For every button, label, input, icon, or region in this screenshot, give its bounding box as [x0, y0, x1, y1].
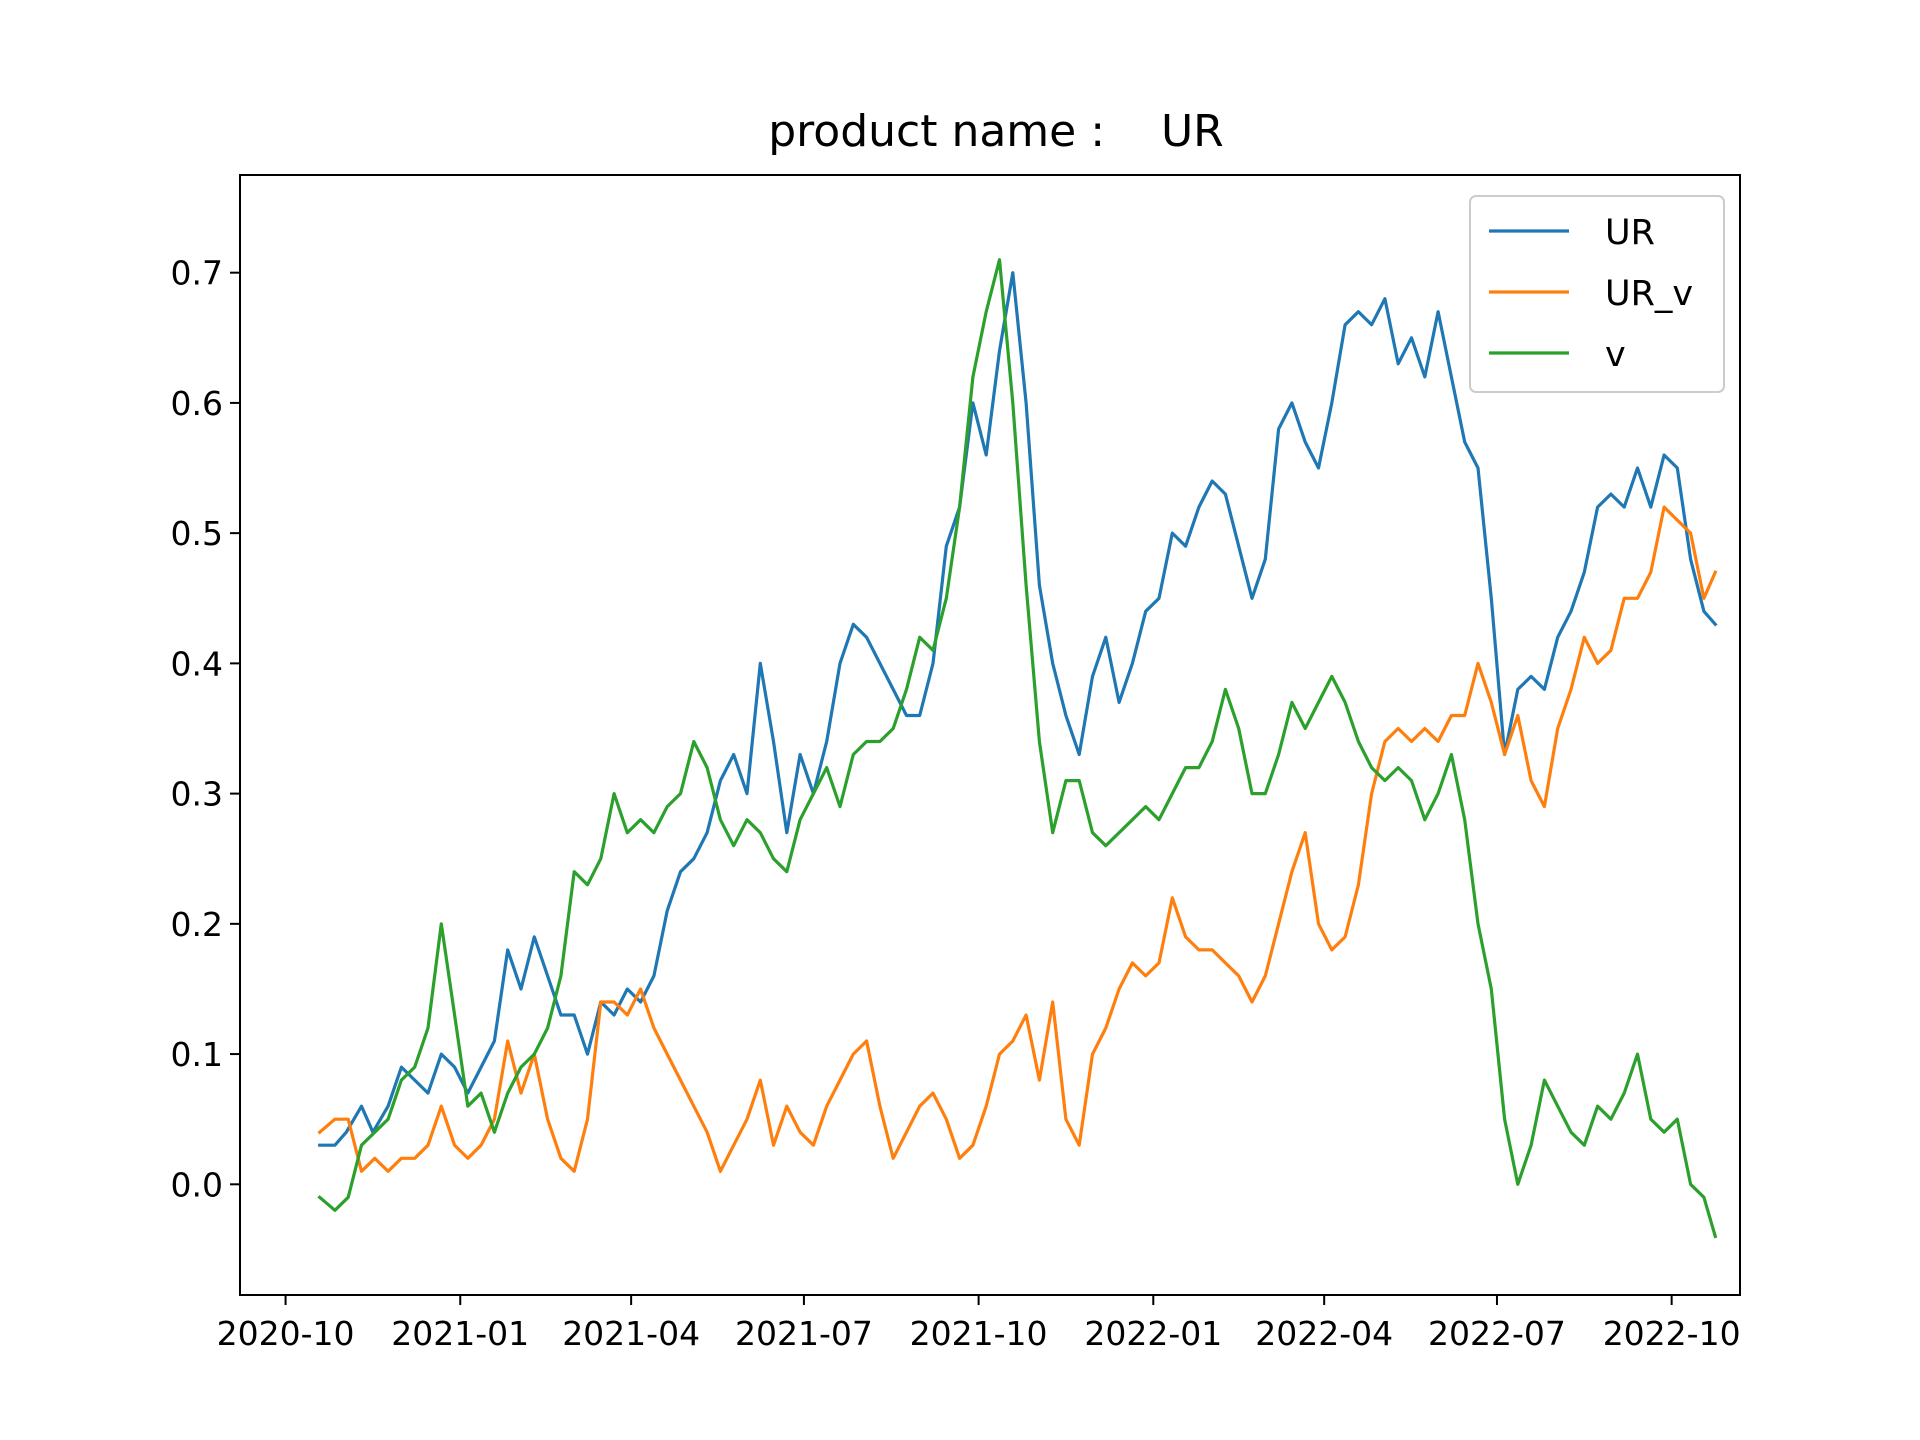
y-tick-label: 0.2: [171, 905, 223, 944]
x-tick-label: 2021-10: [910, 1314, 1048, 1353]
x-tick-label: 2022-01: [1084, 1314, 1222, 1353]
y-tick-label: 0.1: [171, 1035, 223, 1074]
series-line-v: [317, 258, 1718, 1239]
series-line-ur: [318, 271, 1718, 1147]
y-tick-label: 0.3: [171, 775, 223, 814]
y-tick-label: 0.7: [171, 254, 223, 293]
x-tick-label: 2021-01: [391, 1314, 529, 1353]
x-tick-label: 2022-04: [1255, 1314, 1393, 1353]
x-axis: 2020-10 2021-01 2021-04 2021-07 2021-10 2022-…: [217, 1295, 1741, 1353]
legend-box: [1469, 195, 1725, 393]
x-tick-label: 2022-07: [1428, 1314, 1566, 1353]
y-tick-label: 0.5: [171, 514, 223, 553]
y-axis: 0.0 0.1 0.2 0.3 0.4 0.5 0.6 0.7: [171, 254, 240, 1204]
series-layer: [317, 258, 1718, 1239]
series-line-ur-v: [317, 505, 1718, 1173]
x-tick-label: 2020-10: [217, 1314, 355, 1353]
y-tick-label: 0.4: [171, 644, 223, 683]
x-tick-label: 2021-04: [562, 1314, 700, 1353]
legend-label: UR_v: [1605, 274, 1693, 314]
plot-frame: [239, 174, 1741, 1296]
y-tick-label: 0.6: [171, 384, 223, 423]
chart-title: product name : UR: [768, 106, 1224, 157]
x-tick-label: 2021-07: [735, 1314, 873, 1353]
legend-label: v: [1605, 335, 1626, 375]
y-tick-label: 0.0: [171, 1165, 223, 1204]
x-tick-label: 2022-10: [1603, 1314, 1741, 1353]
legend-label: UR: [1605, 213, 1655, 253]
legend: UR UR_vv: [1469, 195, 1725, 393]
